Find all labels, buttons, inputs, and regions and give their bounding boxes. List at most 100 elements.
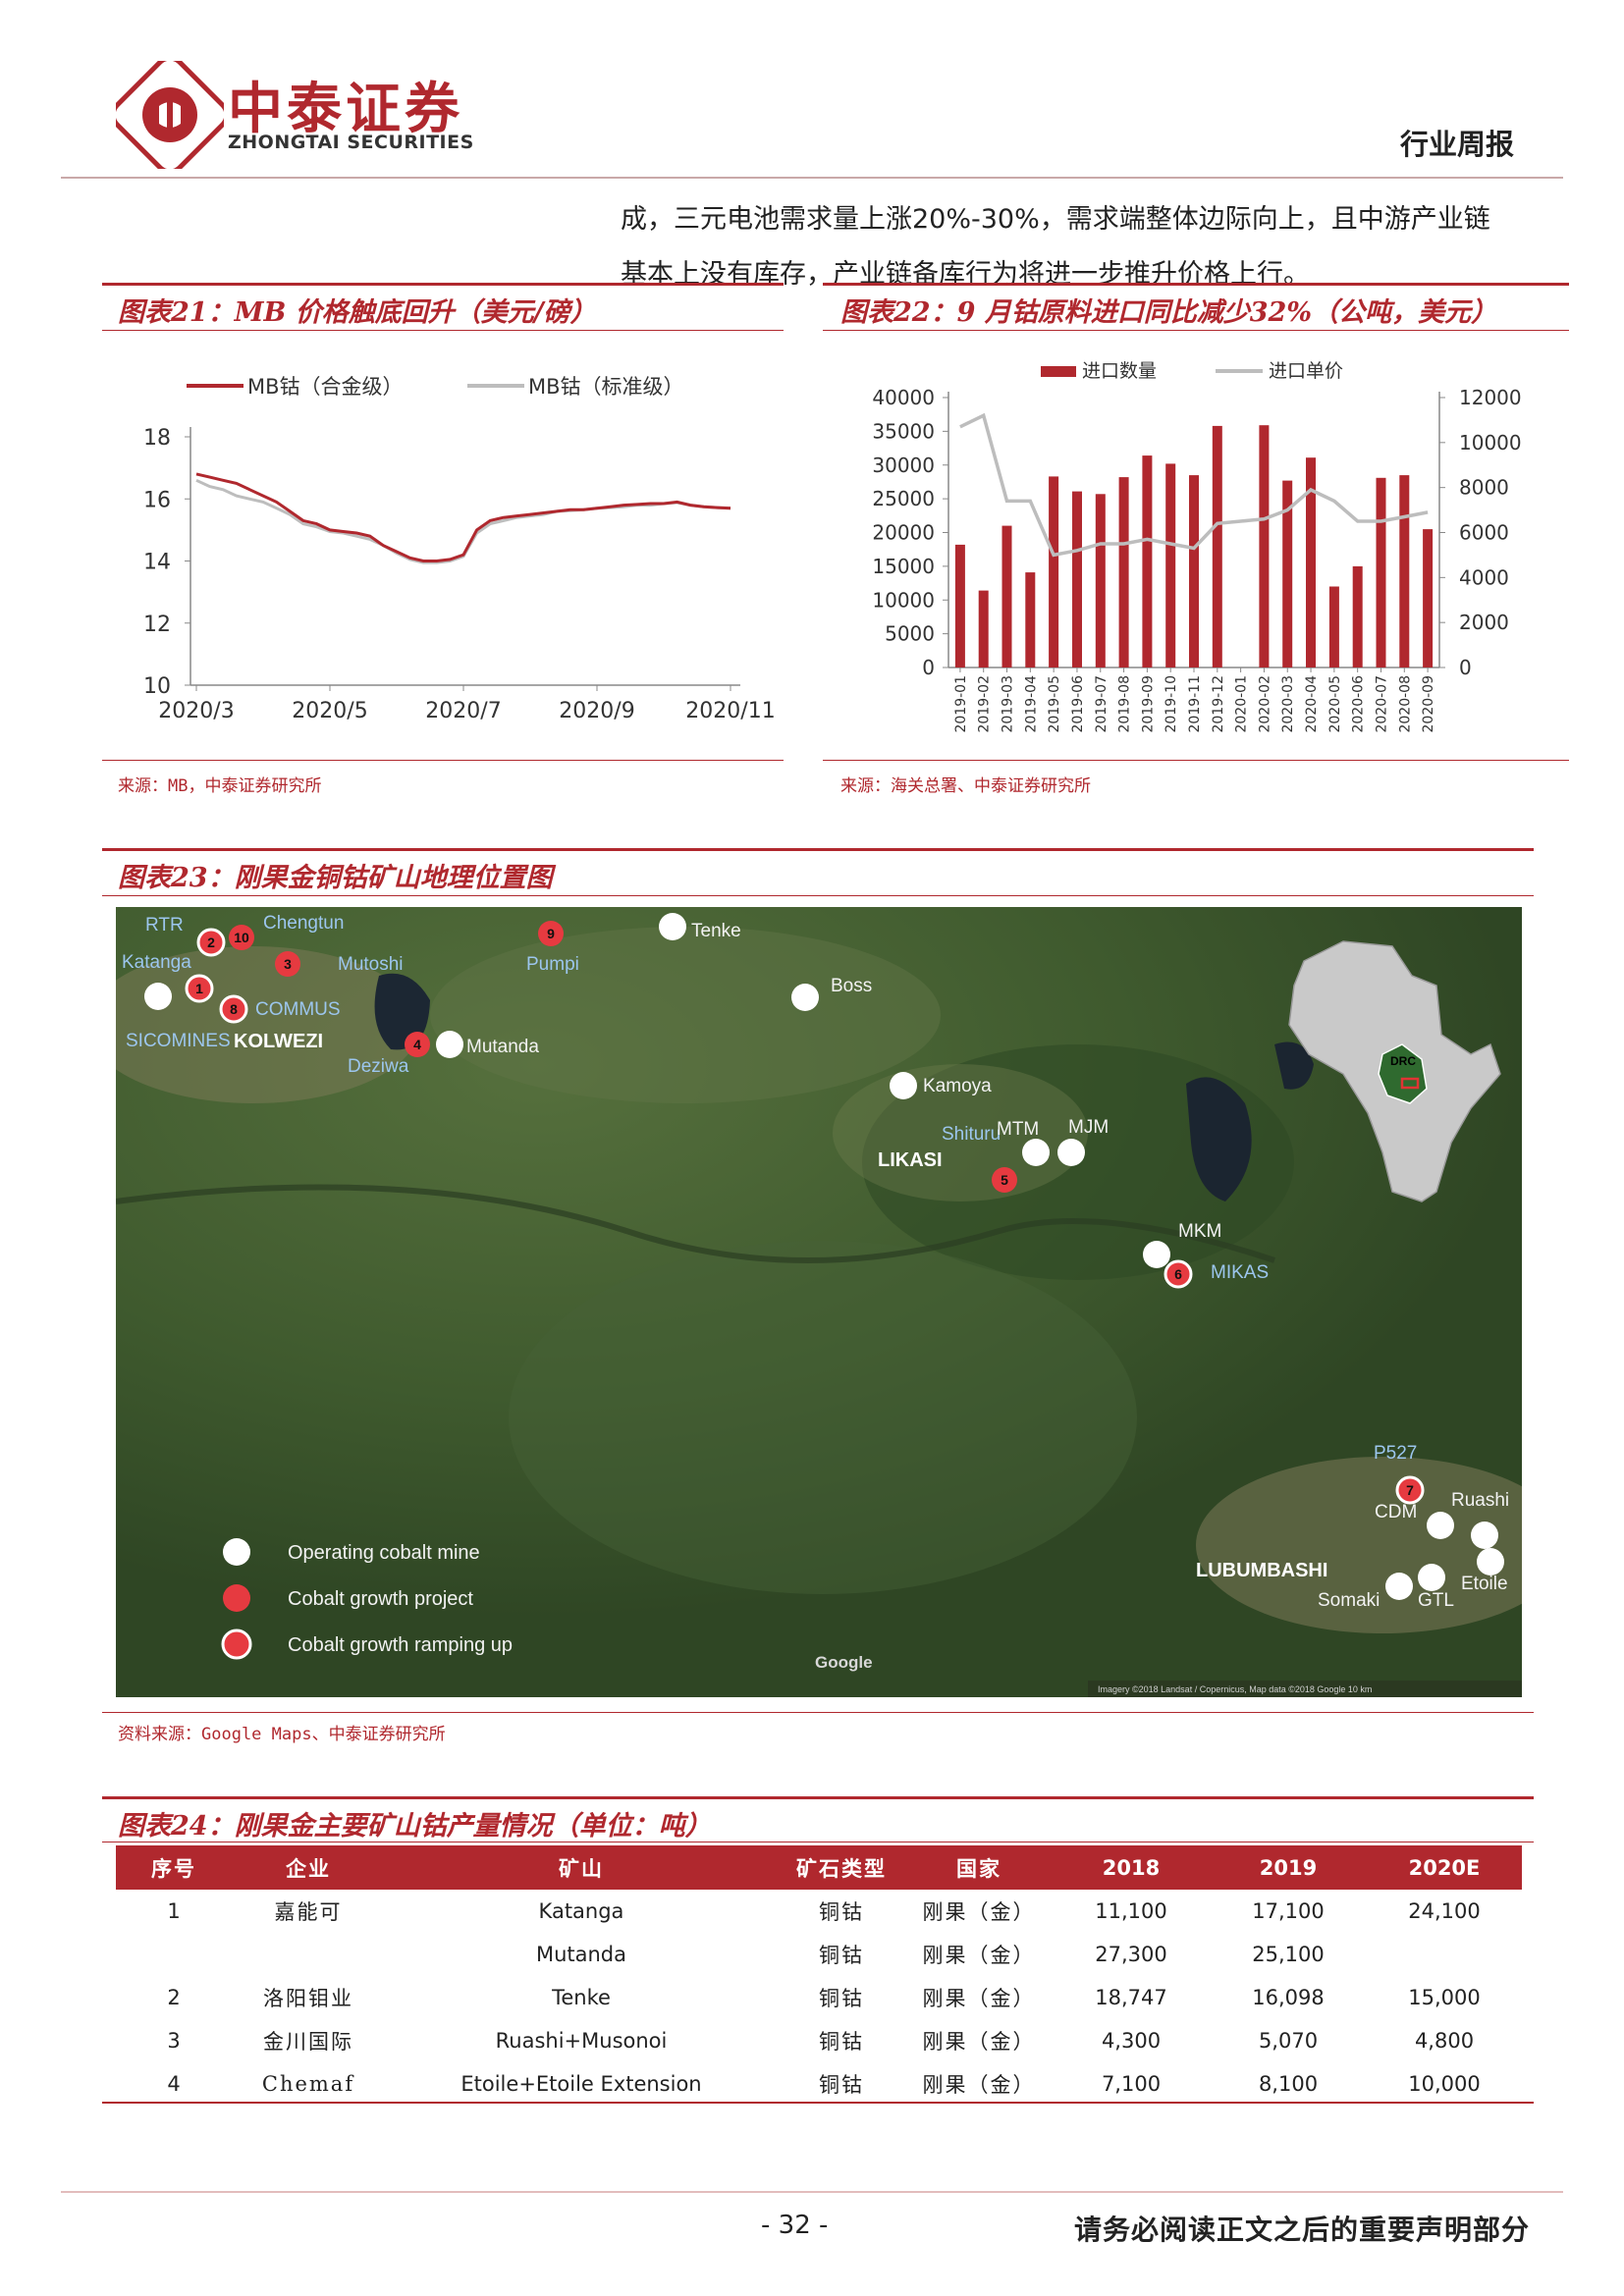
label-mkm: MKM [1178, 1221, 1221, 1242]
page-number: - 32 - [761, 2211, 829, 2240]
marker-1: 1 [195, 981, 203, 996]
fig23-title-underline [102, 895, 1534, 896]
cell-country: 刚果（金） [922, 1944, 1036, 1967]
mine-etoile-marker [1477, 1548, 1504, 1575]
mine-tenke-marker [659, 913, 686, 940]
left-y-tick-label: 20000 [872, 521, 935, 545]
company-logo [110, 55, 509, 175]
x-tick-label: 2020/5 [292, 699, 367, 723]
bar [1259, 425, 1270, 667]
col-header-2018: 2018 [1053, 1845, 1210, 1890]
marker-2: 2 [207, 934, 215, 950]
cell-mine: Katanga [538, 1899, 624, 1923]
bar [1001, 525, 1012, 667]
cell-2019: 17,100 [1252, 1899, 1325, 1923]
google-watermark: Google [815, 1653, 873, 1672]
x-tick-label: 2019-06 [1070, 675, 1086, 733]
marker-3: 3 [284, 956, 292, 972]
label-chengtun: Chengtun [263, 913, 344, 934]
col-header-mine: 矿山 [385, 1845, 778, 1890]
operating-mine-markers [144, 913, 1504, 1600]
inset-focus-box [1400, 1077, 1420, 1090]
left-y-tick-label: 0 [922, 656, 935, 679]
bar [978, 590, 989, 667]
inset-drc-label: DRC [1390, 1054, 1416, 1068]
fig21-title: 图表21：MB 价格触底回升（美元/磅） [118, 297, 597, 328]
zhongtai-logo-icon [110, 55, 230, 175]
bar [1049, 476, 1059, 667]
growth-project-markers: 2 10 1 3 8 9 4 5 6 7 [185, 921, 1425, 1505]
cell-index: 2 [167, 1986, 181, 2009]
marker-7: 7 [1406, 1482, 1414, 1498]
fig23-title: 图表23：刚果金铜钴矿山地理位置图 [118, 863, 553, 893]
marker-9: 9 [547, 926, 555, 941]
bar [1165, 463, 1176, 667]
fig23-top-rule [102, 848, 1534, 851]
x-tick-label: 2019-09 [1140, 675, 1156, 733]
right-y-tick-label: 8000 [1459, 476, 1509, 500]
label-boss: Boss [831, 976, 872, 996]
mine-boss-marker [791, 984, 819, 1011]
cell-2018: 18,747 [1095, 1986, 1167, 2009]
right-y-tick-label: 6000 [1459, 521, 1509, 545]
cell-ore-type: 铜钴 [819, 1944, 864, 1967]
cell-2018: 7,100 [1101, 2072, 1162, 2096]
bar [1095, 494, 1106, 667]
legend-growth-label: Cobalt growth project [288, 1588, 473, 1610]
fig21-chart: MB钴（合金级） MB钴（标准级） 10 12 14 16 18 2020/3 2020/5 20… [102, 334, 784, 758]
table-row: 2 洛阳钼业 Tenke 铜钴 刚果（金） 18,747 16,098 15,000 [116, 1976, 1522, 2019]
cell-index: 3 [167, 2029, 181, 2053]
cell-2019: 5,070 [1258, 2029, 1319, 2053]
x-tick-label: 2019-08 [1117, 675, 1133, 733]
fig24-title: 图表24：刚果金主要矿山钴产量情况（单位：吨） [118, 1811, 712, 1842]
mine-labels: RTR Chengtun Katanga Mutoshi COMMUS SICO… [122, 913, 1417, 1464]
report-type: 行业周报 [1399, 128, 1514, 161]
right-y-tick-label: 4000 [1459, 565, 1509, 589]
cell-2020e: 15,000 [1408, 1986, 1481, 2009]
mine-ruashi-marker [1471, 1522, 1498, 1549]
cell-index: 4 [167, 2072, 181, 2096]
cell-2020e [1367, 1933, 1522, 1976]
town-likasi: LIKASI [878, 1149, 943, 1171]
cell-index [116, 1933, 232, 1976]
bar [1142, 455, 1153, 667]
satellite-map: DRC 2 10 1 3 8 9 4 5 6 [116, 907, 1522, 1697]
cell-ore-type: 铜钴 [819, 2030, 864, 2054]
legend-ramping-label: Cobalt growth ramping up [288, 1634, 513, 1656]
x-tick-label: 2020-01 [1234, 675, 1250, 733]
label-kamoya: Kamoya [923, 1076, 992, 1096]
cell-mine: Etoile+Etoile Extension [460, 2072, 702, 2096]
series-line-1 [195, 472, 731, 562]
fig23-source-rule [102, 1712, 1534, 1713]
cell-2018: 11,100 [1095, 1899, 1167, 1923]
cell-country: 刚果（金） [922, 1987, 1036, 2010]
disclaimer-notice: 请务必阅读正文之后的重要声明部分 [1073, 2214, 1530, 2246]
legend-line-label: 进口单价 [1269, 360, 1343, 382]
label-mjm: MJM [1068, 1117, 1109, 1138]
label-sicomines: SICOMINES [126, 1031, 231, 1051]
cobalt-import-chart: 进口数量 进口单价05000100001500020000250003000035… [872, 360, 1521, 733]
town-labels: KOLWEZI LIKASI LUBUMBASHI [234, 1031, 1327, 1581]
x-tick-label: 2020/9 [559, 699, 634, 723]
fig22-title: 图表22：9 月钴原料进口同比减少32%（公吨，美元） [840, 297, 1497, 328]
label-somaki: Somaki [1318, 1590, 1380, 1611]
table-row: 3 金川国际 Ruashi+Musonoi 铜钴 刚果（金） 4,300 5,070 4,80… [116, 2019, 1522, 2062]
col-header-2020e: 2020E [1367, 1845, 1522, 1890]
col-header-company: 企业 [232, 1845, 385, 1890]
x-tick-label: 2020-05 [1327, 675, 1343, 733]
x-tick-label: 2020-02 [1257, 675, 1272, 733]
mine-cdm-marker [1427, 1512, 1454, 1539]
bar [1376, 477, 1386, 667]
bar [1328, 586, 1339, 667]
x-tick-label: 2020/11 [685, 699, 775, 723]
y-tick-label: 18 [143, 426, 171, 451]
bar [1423, 529, 1434, 667]
fig21-source-rule [102, 760, 784, 761]
col-header-ore-type: 矿石类型 [778, 1845, 905, 1890]
fig22-top-rule [823, 283, 1569, 286]
mine-mtm-marker [1022, 1139, 1050, 1166]
y-tick-label: 10 [143, 674, 171, 699]
label-pumpi: Pumpi [526, 954, 579, 975]
left-y-tick-label: 35000 [872, 419, 935, 443]
col-header-2019: 2019 [1210, 1845, 1367, 1890]
